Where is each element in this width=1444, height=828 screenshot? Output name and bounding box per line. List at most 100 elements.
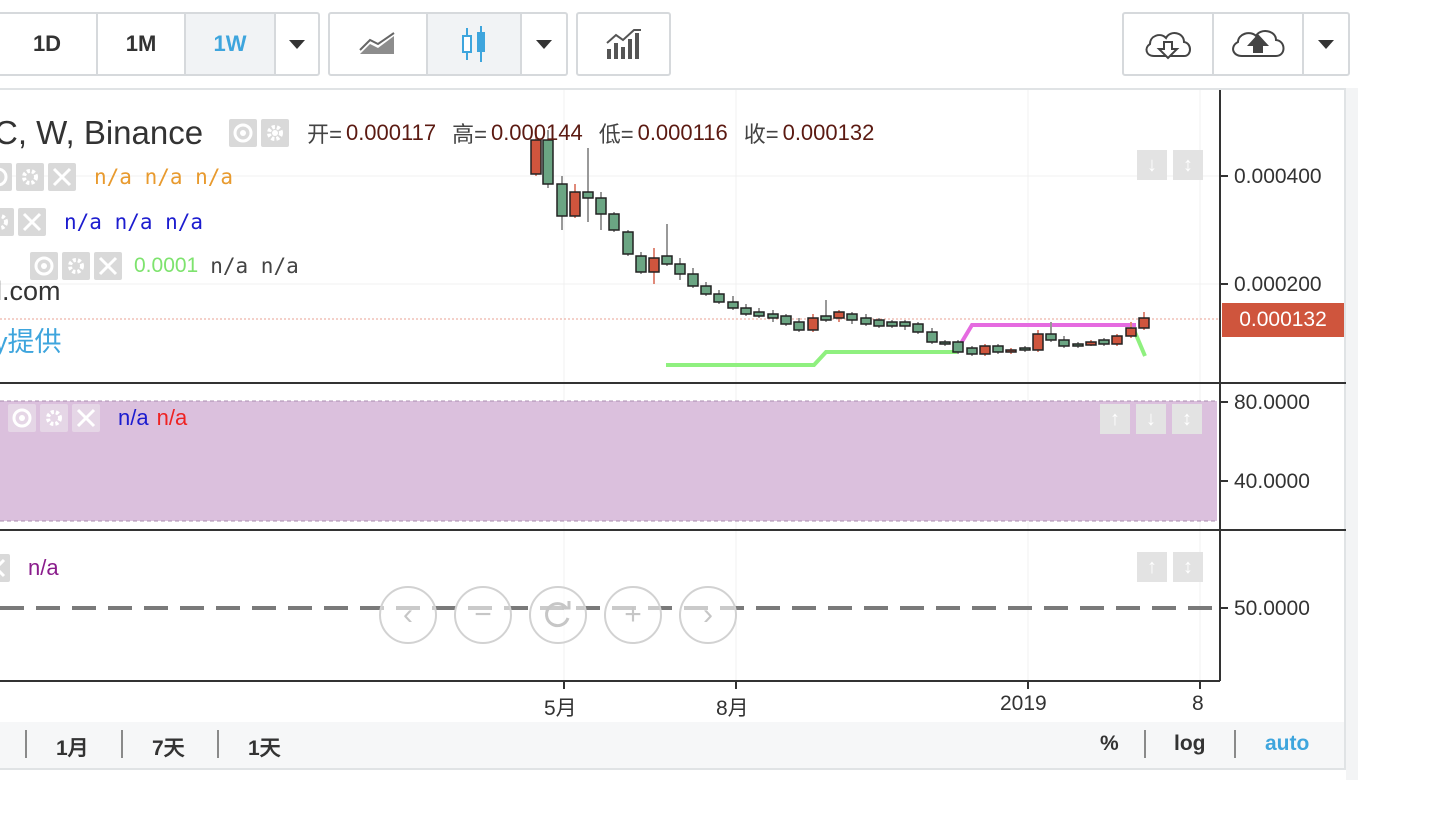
watermark-line2: y提供 (0, 327, 62, 357)
eye-icon (12, 408, 32, 428)
chart-style-dropdown-button[interactable] (522, 14, 566, 74)
remove-study-button[interactable] (72, 404, 100, 432)
candle (1005, 349, 1017, 353)
candle (635, 255, 647, 273)
candle (1072, 343, 1084, 347)
candle (622, 231, 634, 255)
interval-dropdown-button[interactable] (276, 14, 318, 74)
save-chart-button[interactable] (1214, 14, 1304, 74)
candlestick-series (530, 128, 1150, 356)
candle (1045, 333, 1057, 341)
visibility-toggle[interactable] (30, 252, 58, 280)
candle (912, 323, 924, 333)
range-1-day-button[interactable]: 1天 (248, 737, 281, 760)
candle (780, 315, 792, 325)
rsi-axis-label: 40.0000 (1234, 470, 1310, 493)
candle (530, 139, 542, 175)
percent-scale-button[interactable]: % (1100, 732, 1119, 755)
settings-button[interactable] (40, 404, 68, 432)
visibility-toggle[interactable] (8, 404, 36, 432)
line-style-button[interactable] (330, 14, 428, 74)
settings-button[interactable] (62, 252, 90, 280)
interval-1w-button[interactable]: 1W (186, 14, 276, 74)
refresh-icon (545, 601, 571, 628)
move-down-button[interactable]: ↓ (1137, 150, 1167, 180)
main-legend: C, W, Binance 开= 0.000117 高= 0.000144 低=… (0, 114, 874, 152)
log-scale-button[interactable]: log (1174, 732, 1206, 755)
candle (833, 311, 845, 319)
eye-icon (233, 123, 253, 143)
separator (1144, 730, 1146, 758)
remove-study-button[interactable] (94, 252, 122, 280)
third-pane-controls: ↑ ↕ (1137, 552, 1203, 582)
move-up-button[interactable]: ↑ (1100, 404, 1130, 434)
range-7-days-button[interactable]: 7天 (152, 737, 185, 760)
rsi-band (0, 401, 1217, 521)
maximize-pane-button[interactable]: ↕ (1172, 404, 1202, 434)
candle (569, 191, 581, 217)
load-chart-button[interactable] (1124, 14, 1214, 74)
move-up-button[interactable]: ↑ (1137, 552, 1167, 582)
time-axis-label: 8 (1192, 692, 1204, 715)
candle (1032, 333, 1044, 351)
move-down-button[interactable]: ↓ (1136, 404, 1166, 434)
candle (608, 213, 620, 231)
chart-style-toolbar (328, 12, 568, 76)
candle (1111, 335, 1123, 345)
scroll-right-button[interactable]: › (679, 586, 737, 644)
study-legend-3: 0.0001 n/a n/a (30, 252, 299, 280)
rsi-value-blue: n/a (118, 405, 149, 430)
interval-1d-button[interactable]: 1D (0, 14, 98, 74)
candle-style-button[interactable] (428, 14, 522, 74)
settings-button[interactable] (16, 163, 44, 191)
indicators-button[interactable] (578, 14, 669, 74)
cloud-dropdown-button[interactable] (1304, 14, 1348, 74)
maximize-pane-button[interactable]: ↕ (1173, 150, 1203, 180)
visibility-toggle[interactable] (0, 163, 12, 191)
settings-button[interactable] (0, 208, 14, 236)
remove-study-button[interactable] (18, 208, 46, 236)
remove-study-button[interactable] (48, 163, 76, 191)
candle (582, 191, 594, 199)
cloud-toolbar (1122, 12, 1350, 76)
visibility-toggle[interactable] (229, 119, 258, 147)
price-axis-label: 0.000200 (1234, 273, 1322, 296)
remove-study-button[interactable] (0, 554, 10, 582)
candle (713, 293, 725, 303)
cloud-download-icon (1145, 32, 1191, 60)
separator (25, 730, 27, 758)
candlestick-icon (462, 26, 485, 62)
settings-button[interactable] (261, 119, 290, 147)
green-indicator-line (666, 350, 958, 367)
range-1-month-button[interactable]: 1月 (56, 737, 89, 760)
candle (542, 139, 554, 185)
candle (727, 301, 739, 309)
candle (966, 347, 978, 355)
maximize-pane-button[interactable]: ↕ (1173, 552, 1203, 582)
magenta-indicator-line (958, 323, 1136, 347)
candle (1085, 341, 1097, 346)
rsi-axis-label: 80.0000 (1234, 391, 1310, 414)
zoom-out-button[interactable]: − (454, 586, 512, 644)
ohlc-open-label: 开= (307, 122, 342, 147)
study-legend-1: n/a n/a n/a (0, 163, 233, 191)
zoom-in-button[interactable]: + (604, 586, 662, 644)
auto-scale-button[interactable]: auto (1265, 732, 1310, 755)
candle (740, 307, 752, 315)
scroll-left-button[interactable]: ‹ (379, 586, 437, 644)
last-price-tag: 0.000132 (1222, 303, 1344, 337)
interval-1m-button[interactable]: 1M (98, 14, 186, 74)
candle (899, 321, 911, 327)
rsi-value-red: n/a (156, 405, 188, 430)
gear-icon (68, 258, 84, 274)
study3-values: n/a n/a (210, 254, 299, 278)
study1-values: n/a n/a n/a (94, 165, 234, 189)
grid-lines (0, 90, 1220, 680)
candle (661, 255, 673, 265)
candle (700, 285, 712, 295)
interval-toolbar: 1D 1M 1W (0, 12, 320, 76)
candle (793, 321, 805, 331)
reset-button[interactable] (529, 586, 587, 644)
candle (926, 331, 938, 343)
